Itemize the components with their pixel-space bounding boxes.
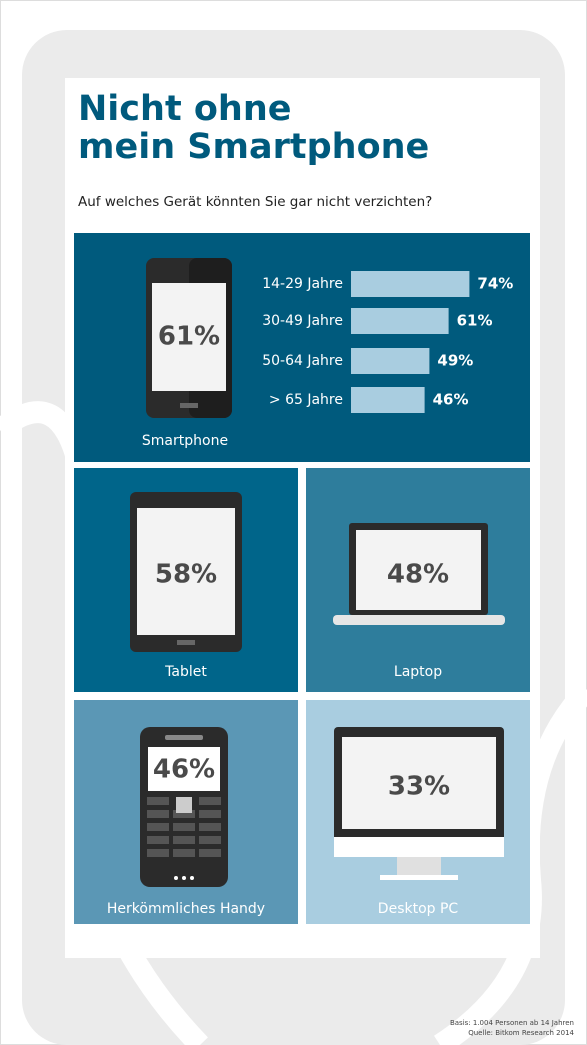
tablet-button — [177, 640, 195, 645]
device-label: Desktop PC — [378, 901, 459, 917]
handy-dot — [174, 876, 178, 880]
subtitle: Auf welches Gerät könnten Sie gar nicht … — [78, 194, 432, 210]
bar — [351, 348, 429, 374]
device-value: 33% — [388, 772, 450, 802]
device-label: Smartphone — [142, 433, 228, 449]
device-value: 58% — [155, 560, 217, 590]
device-value: 46% — [153, 755, 215, 785]
handy-key — [199, 823, 221, 831]
handy-key — [176, 797, 192, 813]
bar — [351, 271, 469, 297]
handy-key — [199, 797, 221, 805]
device-label: Herkömmliches Handy — [107, 901, 265, 917]
bar — [351, 387, 425, 413]
category-label: 30-49 Jahre — [262, 313, 343, 329]
handy-dot — [190, 876, 194, 880]
handy-key — [173, 823, 195, 831]
value-label: 49% — [437, 352, 473, 370]
desktop-bezel — [334, 837, 504, 857]
phone-button — [180, 403, 198, 408]
category-label: > 65 Jahre — [269, 392, 343, 408]
handy-key — [147, 823, 169, 831]
handy-key — [147, 810, 169, 818]
handy-key — [147, 849, 169, 857]
device-label: Laptop — [394, 664, 442, 680]
handy-key — [147, 836, 169, 844]
value-label: 74% — [477, 275, 513, 293]
desktop-foot — [380, 875, 458, 880]
handy-speaker — [165, 735, 203, 740]
category-label: 14-29 Jahre — [262, 276, 343, 292]
handy-key — [199, 810, 221, 818]
device-value: 48% — [387, 560, 449, 590]
footnote: Quelle: Bitkom Research 2014 — [468, 1029, 574, 1037]
tile — [74, 233, 530, 462]
handy-key — [173, 836, 195, 844]
handy-key — [173, 849, 195, 857]
infographic: 61% Smartphone 58% Tablet 48% Laptop 46%… — [0, 0, 587, 1045]
bar — [351, 308, 449, 334]
footnote: Basis: 1.004 Personen ab 14 Jahren — [450, 1019, 574, 1027]
title: Nicht ohne mein Smartphone — [78, 90, 429, 166]
handy-key — [147, 797, 169, 805]
value-label: 61% — [457, 312, 493, 330]
category-label: 50-64 Jahre — [262, 353, 343, 369]
handy-key — [199, 836, 221, 844]
desktop-stand — [397, 857, 441, 875]
laptop-base — [333, 615, 505, 625]
handy-dot — [182, 876, 186, 880]
handy-key — [199, 849, 221, 857]
device-value: 61% — [158, 322, 220, 352]
device-label: Tablet — [164, 664, 207, 680]
value-label: 46% — [433, 391, 469, 409]
